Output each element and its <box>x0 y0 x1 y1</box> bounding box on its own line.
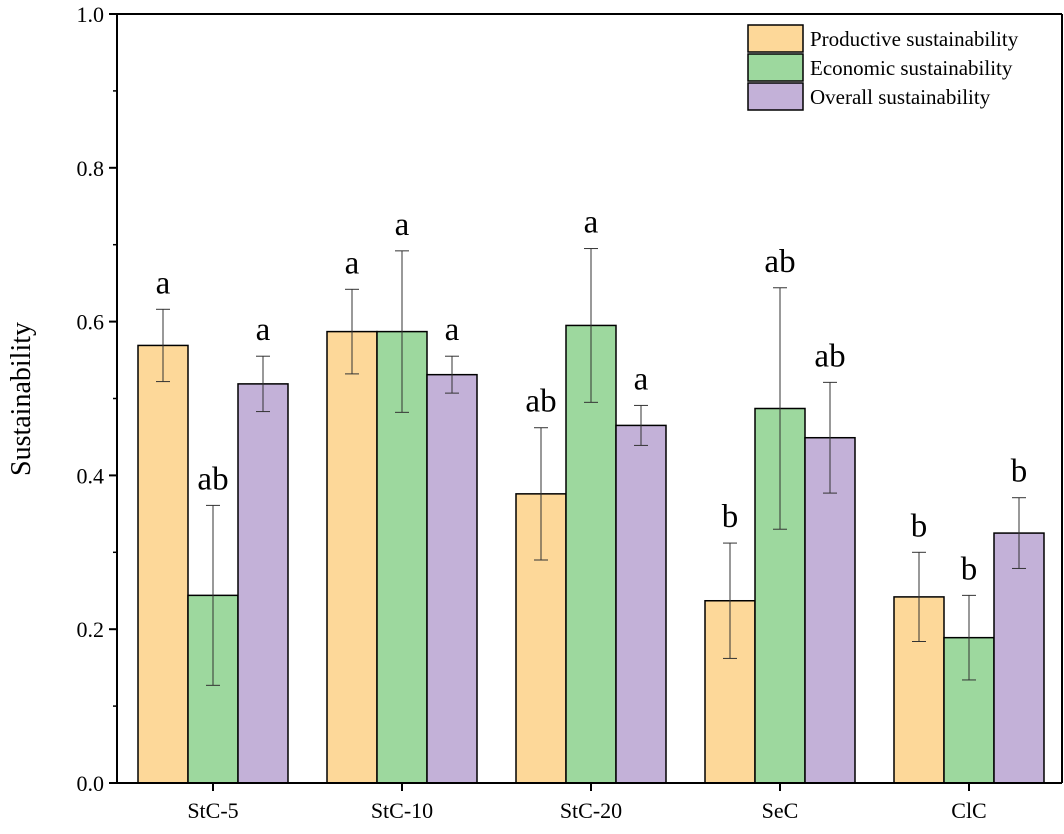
significance-label: a <box>445 312 460 348</box>
significance-label: b <box>1011 454 1028 490</box>
significance-label: b <box>722 499 739 535</box>
significance-label: a <box>634 361 649 397</box>
x-tick-label: StC-20 <box>560 798 622 823</box>
significance-label: a <box>584 205 599 241</box>
significance-label: ab <box>525 384 556 420</box>
x-tick-label: StC-5 <box>187 798 238 823</box>
bar-stc-10-1 <box>326 330 378 784</box>
axes-layer: 0.0 0.2 0.4 0.6 0.8 1.0 StC-5 StC-10 StC-20 SeC Cl… <box>77 2 1063 823</box>
legend-label-1: Productive sustainability <box>810 27 1019 51</box>
significance-label: ab <box>197 461 228 497</box>
significance-label: b <box>961 551 978 587</box>
bar-sec-3 <box>804 436 856 784</box>
y-tick-label: 0.0 <box>77 771 105 796</box>
bar-stc-20-3 <box>615 424 667 784</box>
significance-label: a <box>345 245 360 281</box>
bar-stc-5-3 <box>237 383 289 784</box>
legend: Productive sustainability Economic sustai… <box>747 24 1019 111</box>
x-tick-label: ClC <box>951 798 986 823</box>
legend-swatch-2 <box>747 53 804 82</box>
significance-label: ab <box>814 338 845 374</box>
significance-label: b <box>911 508 928 544</box>
significance-label: a <box>156 265 171 301</box>
significance-label: ab <box>764 244 795 280</box>
significance-label: a <box>395 207 410 243</box>
y-tick-label: 0.6 <box>77 310 105 335</box>
y-tick-label: 0.8 <box>77 156 105 181</box>
bar-stc-10-3 <box>426 373 478 784</box>
legend-swatch-3 <box>747 82 804 111</box>
bar-clc-3 <box>993 532 1045 784</box>
x-tick-label: StC-10 <box>371 798 433 823</box>
legend-swatch-1 <box>747 24 804 53</box>
y-tick-label: 0.4 <box>77 463 105 488</box>
legend-label-3: Overall sustainability <box>810 85 991 109</box>
bars-layer <box>137 248 1045 784</box>
significance-label: a <box>256 312 271 348</box>
y-tick-label: 0.2 <box>77 617 105 642</box>
x-tick-label: SeC <box>762 798 799 823</box>
y-axis-title: Sustainability <box>6 322 37 476</box>
y-tick-label: 1.0 <box>77 2 105 27</box>
bar-stc-5-1 <box>137 344 189 784</box>
legend-label-2: Economic sustainability <box>810 56 1013 80</box>
